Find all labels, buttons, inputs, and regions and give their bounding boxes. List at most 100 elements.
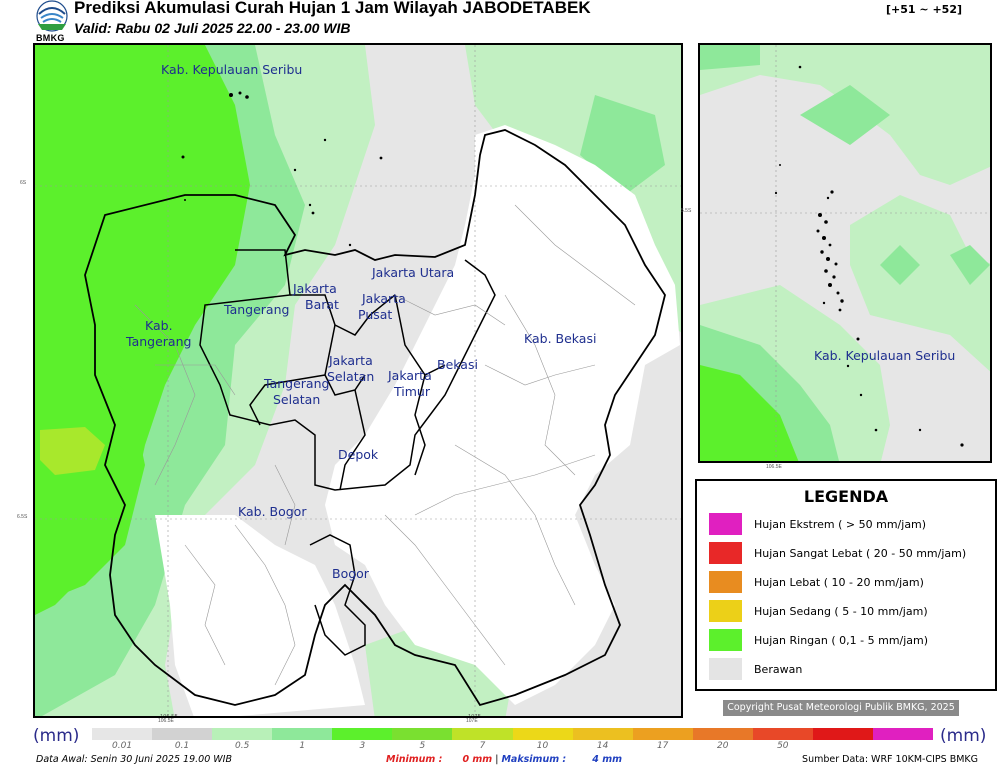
- lat-tick-outer-6-5s: 6.5S: [17, 514, 28, 520]
- legend-label: Berawan: [754, 662, 803, 676]
- label-jakarta-pusat-2: Pusat: [358, 307, 392, 322]
- inset-lat-tick-outer: 5.5S: [681, 208, 692, 214]
- colorbar-tick-label: 5: [419, 741, 426, 751]
- label-jakarta-selatan-1: Jakarta: [328, 353, 373, 368]
- colorbar-tick-label: 10: [536, 741, 549, 751]
- colorbar-segment: [92, 728, 153, 740]
- lat-tick-outer-6s: 6S: [20, 180, 27, 186]
- rain-zone-medium: [880, 245, 920, 285]
- colorbar-tick-label: 20: [717, 741, 729, 751]
- legend-item-cloudy: Berawan: [709, 658, 802, 680]
- islands: [774, 65, 964, 447]
- colorbar-segment: [692, 728, 753, 740]
- rain-zone-moderate: [40, 427, 105, 475]
- colorbar-segment: [572, 728, 633, 740]
- label-kepulauan-seribu: Kab. Kepulauan Seribu: [161, 62, 302, 77]
- legend-label: Hujan Ringan ( 0,1 - 5 mm/jam): [754, 633, 929, 647]
- regency-boundaries: [199, 249, 496, 656]
- legend-title: LEGENDA: [803, 487, 889, 506]
- colorbar-segment: [512, 728, 573, 740]
- province-outline: [84, 129, 666, 707]
- legend-item-moderate: Hujan Sedang ( 5 - 10 mm/jam): [709, 600, 928, 622]
- rain-zone-medium: [950, 245, 990, 285]
- colorbar-unit-left: (mm): [33, 726, 80, 746]
- main-map[interactable]: Kab. Kepulauan Seribu Jakarta Utara Jaka…: [33, 43, 683, 718]
- maksimum-value: 4 mm: [592, 754, 622, 765]
- colorbar-segment: [873, 728, 934, 740]
- colorbar-segment: [452, 728, 513, 740]
- label-bekasi: Bekasi: [437, 357, 478, 372]
- lon-tick-107e: 107E: [468, 714, 481, 718]
- legend-swatch: [709, 571, 742, 593]
- colorbar-segment: [212, 728, 273, 740]
- inset-map[interactable]: Kab. Kepulauan Seribu 5.5S: [698, 43, 992, 463]
- colorbar-unit-right: (mm): [940, 726, 987, 746]
- legend-item-heavy: Hujan Lebat ( 10 - 20 mm/jam): [709, 571, 924, 593]
- rain-zone-bright: [700, 365, 799, 461]
- maksimum-label: Maksimum :: [501, 754, 567, 765]
- legend-label: Hujan Ekstrem ( > 50 mm/jam): [754, 517, 927, 531]
- colorbar-tick-label: 17: [656, 741, 669, 751]
- inset-label-kepulauan-seribu: Kab. Kepulauan Seribu: [814, 348, 955, 363]
- legend-swatch: [709, 542, 742, 564]
- colorbar: [92, 728, 934, 740]
- main-map-canvas: Kab. Kepulauan Seribu Jakarta Utara Jaka…: [35, 45, 681, 718]
- subdistrict-lines: [134, 204, 636, 686]
- lon-tick-outer-107e: 107E: [466, 718, 478, 724]
- legend-swatch: [709, 658, 742, 680]
- colorbar-tick-label: 14: [596, 741, 609, 751]
- label-jakarta-selatan-2: Selatan: [327, 369, 374, 384]
- colorbar-segment: [272, 728, 333, 740]
- legend-label: Hujan Sedang ( 5 - 10 mm/jam): [754, 604, 928, 618]
- copyright-badge: Copyright Pusat Meteorologi Publik BMKG,…: [723, 700, 959, 716]
- label-jakarta-timur-2: Timur: [393, 384, 431, 399]
- label-kab-bogor: Kab. Bogor: [238, 504, 307, 519]
- no-rain-area: [325, 125, 680, 705]
- label-tangerang-selatan-2: Selatan: [273, 392, 320, 407]
- grid-lines: [35, 45, 681, 716]
- legend-swatch: [709, 513, 742, 535]
- bmkg-logo: [34, 0, 70, 44]
- rain-zone-medium: [700, 45, 760, 70]
- legend-item-very-heavy: Hujan Sangat Lebat ( 20 - 50 mm/jam): [709, 542, 966, 564]
- label-kab-bekasi: Kab. Bekasi: [524, 331, 596, 346]
- colorbar-segment: [752, 728, 813, 740]
- label-bogor: Bogor: [332, 566, 370, 581]
- inset-lon-tick-outer: 106.5E: [766, 464, 782, 470]
- colorbar-ticks: 0.01 0.1 0.5 1 3 5 7 10 14 17 20 50: [92, 741, 933, 753]
- legend-box: LEGENDA Hujan Ekstrem ( > 50 mm/jam) Huj…: [695, 479, 997, 691]
- label-jakarta-barat-2: Barat: [305, 297, 339, 312]
- label-kab-tangerang-1: Kab.: [145, 318, 173, 333]
- colorbar-tick-label: 3: [359, 741, 366, 751]
- label-kab-tangerang-2: Tangerang: [125, 334, 191, 349]
- label-tangerang-selatan-1: Tangerang: [263, 376, 329, 391]
- separator: |: [495, 754, 499, 765]
- legend-label: Hujan Lebat ( 10 - 20 mm/jam): [754, 575, 924, 589]
- label-jakarta-timur-1: Jakarta: [387, 368, 432, 383]
- legend-swatch: [709, 629, 742, 651]
- valid-time: Valid: Rabu 02 Juli 2025 22.00 - 23.00 W…: [74, 20, 351, 36]
- lon-tick-outer-106-5e: 106.5E: [158, 718, 174, 724]
- label-jakarta-utara: Jakarta Utara: [371, 265, 454, 280]
- page-title: Prediksi Akumulasi Curah Hujan 1 Jam Wil…: [74, 0, 591, 17]
- rain-zone-medium: [800, 85, 890, 145]
- grid-lines: [700, 45, 990, 461]
- colorbar-segment: [632, 728, 693, 740]
- no-rain-area: [155, 515, 365, 716]
- minimum-label: Minimum :: [386, 754, 443, 765]
- legend-item-light: Hujan Ringan ( 0,1 - 5 mm/jam): [709, 629, 928, 651]
- rain-zone-bright: [35, 365, 145, 605]
- rain-zone-light: [700, 45, 990, 185]
- colorbar-segment: [812, 728, 874, 740]
- colorbar-segment: [152, 728, 213, 740]
- label-jakarta-barat-1: Jakarta: [292, 281, 337, 296]
- legend-item-extreme: Hujan Ekstrem ( > 50 mm/jam): [709, 513, 926, 535]
- logo-text: BMKG: [36, 33, 65, 43]
- forecast-range: [+51 ~ +52]: [886, 3, 962, 16]
- min-max: Minimum : 0 mm | Maksimum : 4 mm: [386, 754, 622, 765]
- legend-label: Hujan Sangat Lebat ( 20 - 50 mm/jam): [754, 546, 967, 560]
- label-jakarta-pusat-1: Jakarta: [361, 291, 406, 306]
- label-depok: Depok: [338, 447, 379, 462]
- legend-swatch: [709, 600, 742, 622]
- colorbar-tick-label: 50: [777, 741, 789, 751]
